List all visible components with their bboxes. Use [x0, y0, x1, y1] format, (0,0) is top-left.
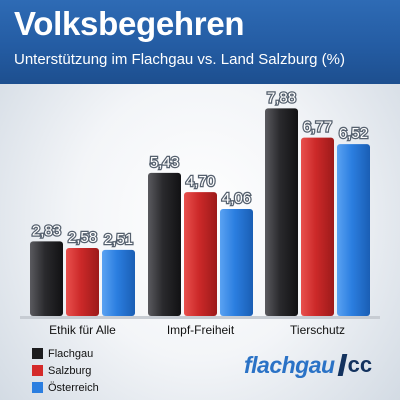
chart-baseline: [20, 316, 380, 319]
legend-label-salzburg: Salzburg: [48, 364, 92, 377]
legend-swatch-oesterreich: [32, 382, 43, 393]
category-label: Impf-Freiheit: [167, 323, 235, 337]
chart-title: Volksbegehren: [14, 5, 245, 42]
legend-swatch-salzburg: [32, 365, 43, 376]
logo-wordmark: flachgau: [244, 351, 335, 378]
data-label: 6,77: [303, 119, 332, 136]
legend-swatch-flachgau: [32, 348, 43, 359]
legend-label-flachgau: Flachgau: [48, 347, 94, 360]
data-label: 4,06: [222, 190, 251, 207]
data-label: 4,70: [186, 173, 215, 190]
data-label: 2,58: [68, 229, 97, 246]
legend-item-flachgau: Flachgau: [32, 345, 99, 362]
data-label: 2,51: [104, 231, 133, 248]
data-label: 5,43: [150, 154, 179, 171]
bar-sterreich-0: [102, 249, 135, 316]
chart-subtitle: Unterstützung im Flachgau vs. Land Salzb…: [14, 51, 345, 68]
bar-chart: 2,83 2,58 2,51 Ethik für Alle 5,43 4,70 4,06 Im…: [20, 88, 380, 337]
logo-separator: [337, 354, 347, 376]
category-label: Ethik für Alle: [49, 323, 116, 337]
logo-suffix: cc: [347, 352, 373, 377]
flachgau-logo: flachgau cc: [244, 350, 372, 380]
bar-salzburg-2: [301, 137, 334, 316]
bar-flachgau-0: [30, 241, 63, 316]
bar-flachgau-2: [265, 108, 298, 316]
bar-salzburg-0: [66, 248, 99, 316]
data-label: 2,83: [32, 222, 61, 239]
legend-item-salzburg: Salzburg: [32, 362, 99, 379]
data-label: 6,52: [339, 125, 368, 142]
bar-salzburg-1: [184, 192, 217, 316]
bar-flachgau-1: [148, 172, 181, 316]
bar-sterreich-2: [337, 144, 370, 316]
legend-item-oesterreich: Österreich: [32, 379, 99, 396]
data-label: 7,88: [267, 89, 296, 106]
bar-sterreich-1: [220, 209, 253, 316]
chart-legend: Flachgau Salzburg Österreich: [32, 345, 99, 396]
header-banner: Volksbegehren Unterstützung im Flachgau …: [0, 0, 400, 84]
category-label: Tierschutz: [290, 323, 345, 337]
legend-label-oesterreich: Österreich: [48, 381, 99, 394]
